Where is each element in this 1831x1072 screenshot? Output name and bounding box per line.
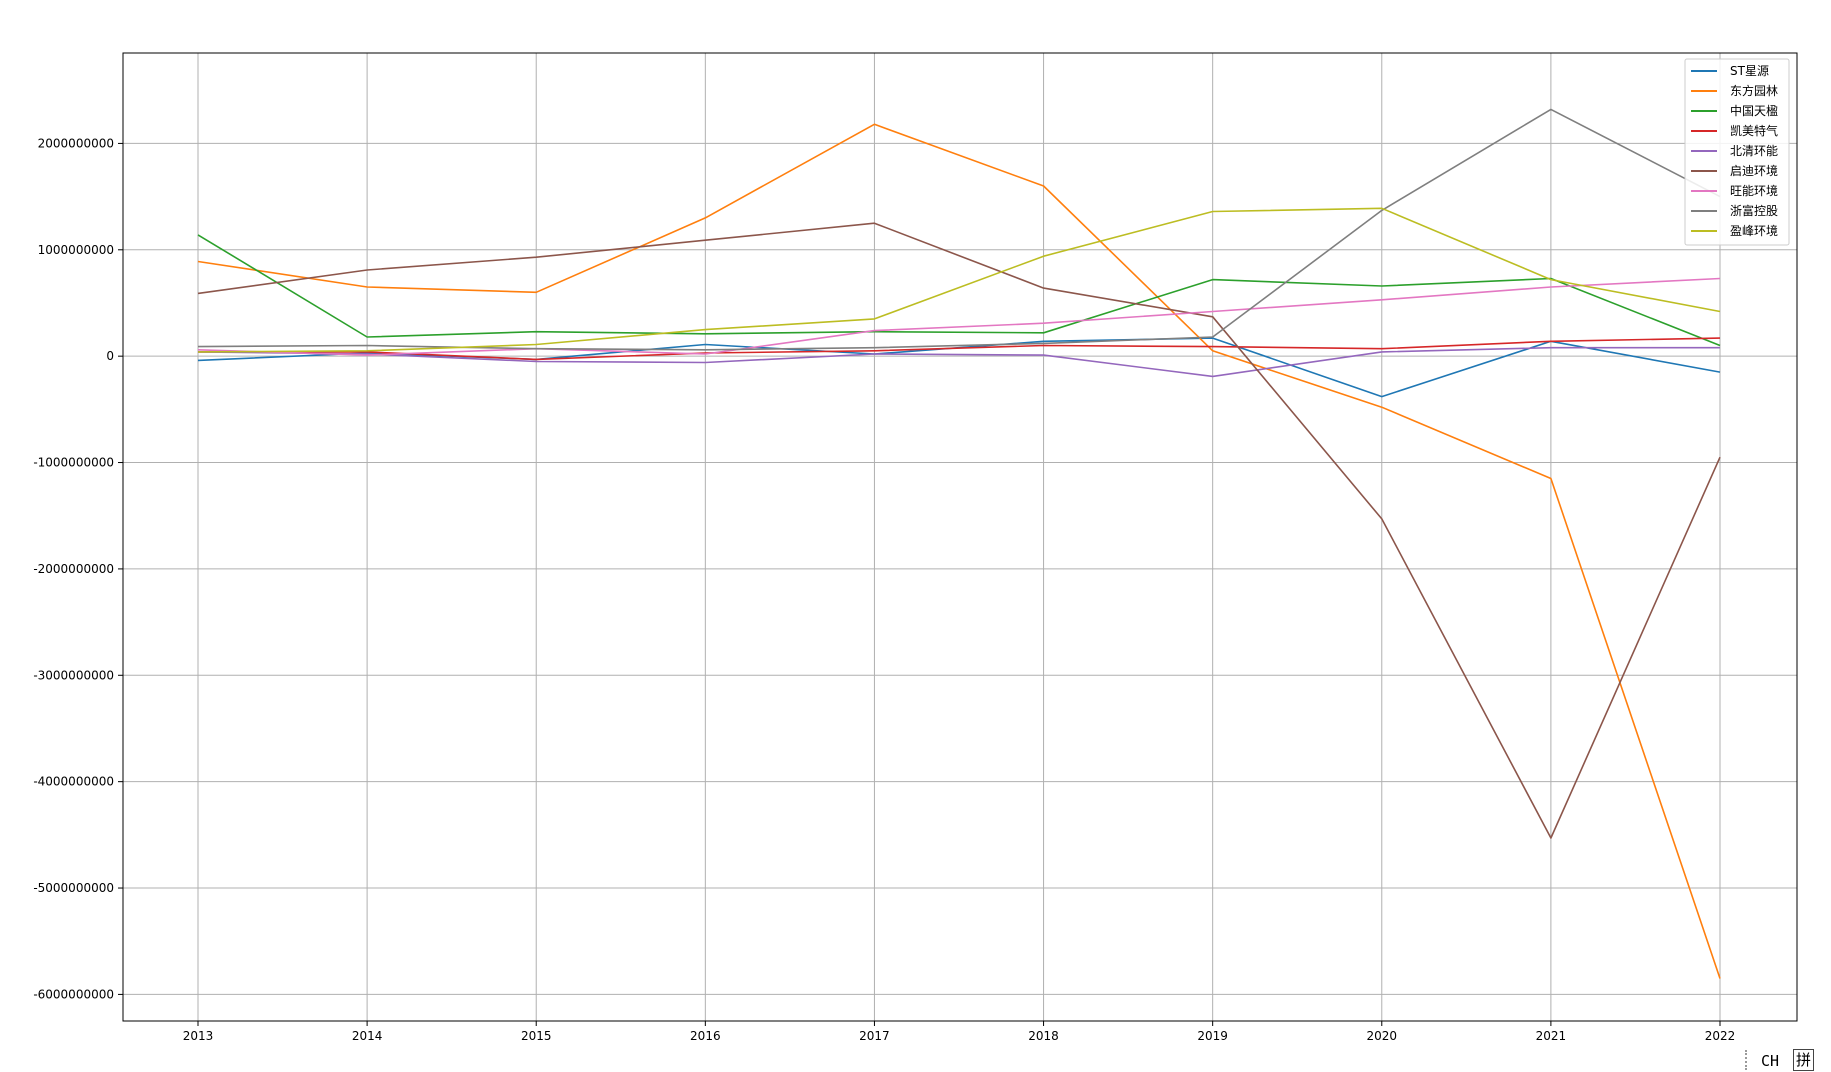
x-tick-label: 2019	[1197, 1029, 1228, 1043]
x-tick-label: 2017	[859, 1029, 890, 1043]
x-tick-label: 2015	[521, 1029, 552, 1043]
grid	[123, 53, 1797, 1021]
legend-label: 中国天楹	[1730, 103, 1778, 118]
legend-label: 浙富控股	[1730, 203, 1778, 218]
series-line	[197, 123, 1721, 979]
plot-area-frame	[122, 52, 1798, 1022]
series-line	[197, 234, 1721, 347]
legend-label: 旺能环境	[1730, 183, 1778, 198]
x-tick-label: 2014	[352, 1029, 383, 1043]
x-tick-label: 2022	[1705, 1029, 1736, 1043]
legend-label: ST星源	[1730, 64, 1769, 78]
x-tick-label: 2013	[183, 1029, 214, 1043]
x-tick-label: 2018	[1028, 1029, 1059, 1043]
legend-label: 北清环能	[1730, 144, 1778, 158]
x-axis: 2013 2014 2015 2016 2017 2018 2019 2020 2021 2022	[183, 1021, 1736, 1043]
x-tick-label: 2016	[690, 1029, 721, 1043]
series-line	[197, 207, 1721, 353]
ime-indicator[interactable]: CH 拼	[1745, 1048, 1831, 1072]
y-tick-label: -6000000000	[33, 987, 114, 1001]
ime-pinyin-badge[interactable]: 拼	[1793, 1049, 1815, 1071]
y-tick-label: -1000000000	[33, 456, 114, 470]
series-line	[197, 222, 1721, 839]
ime-grip-handle[interactable]	[1745, 1050, 1750, 1070]
y-tick-label: -2000000000	[33, 562, 114, 576]
legend-label: 东方园林	[1730, 83, 1778, 98]
y-tick-label: -4000000000	[33, 775, 114, 789]
y-tick-label: -3000000000	[33, 668, 114, 682]
series-line	[197, 277, 1721, 356]
legend-label: 凯美特气	[1730, 123, 1778, 138]
series-line	[197, 108, 1721, 351]
x-tick-label: 2021	[1536, 1029, 1567, 1043]
x-tick-label: 2020	[1367, 1029, 1398, 1043]
legend-label: 启迪环境	[1730, 163, 1778, 178]
series-line	[197, 346, 1720, 378]
y-tick-label: 2000000000	[38, 136, 114, 150]
legend-box	[1684, 58, 1790, 246]
series-line	[198, 337, 1721, 361]
series-lines	[197, 108, 1721, 979]
y-tick-label: 0	[106, 349, 114, 363]
ime-mode-label[interactable]: CH	[1761, 1052, 1780, 1070]
y-tick-label: -5000000000	[33, 881, 114, 895]
legend-label: 盈峰环境	[1730, 223, 1778, 238]
y-axis: 2000000000 1000000000 0 -1000000000 -2000000…	[33, 136, 123, 1001]
y-tick-label: 1000000000	[38, 243, 114, 257]
